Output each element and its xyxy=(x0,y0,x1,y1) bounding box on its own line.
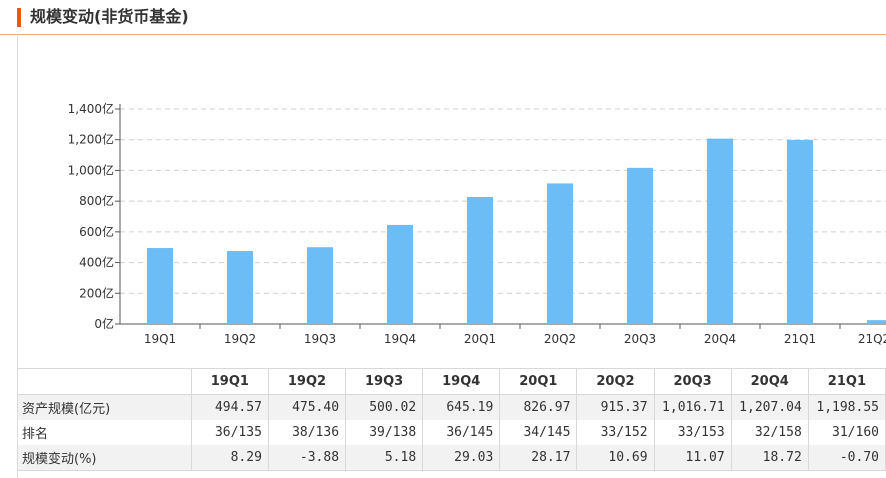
x-tick-label-21Q2: 21Q2 xyxy=(858,332,886,346)
bar-19Q1 xyxy=(147,248,173,324)
section-header: 规模变动(非货币基金) xyxy=(0,0,886,35)
table-cell: 1,198.55 xyxy=(808,395,885,421)
table-cell: 31/160 xyxy=(808,420,885,445)
x-tick-label-19Q3: 19Q3 xyxy=(304,332,336,346)
y-tick-label: 0亿 xyxy=(94,316,114,331)
table-header-cell: 21Q1 xyxy=(808,369,885,395)
table-cell: 915.37 xyxy=(577,395,654,421)
table-cell: 33/153 xyxy=(654,420,731,445)
table-header-cell: 20Q1 xyxy=(500,369,577,395)
table-cell: 645.19 xyxy=(423,395,500,421)
x-tick-label-19Q2: 19Q2 xyxy=(224,332,256,346)
bar-20Q1 xyxy=(467,197,493,324)
table-cell: 1,016.71 xyxy=(654,395,731,421)
table-row: 排名 36/135 38/136 39/138 36/145 34/145 33/152 33… xyxy=(18,420,886,445)
table-cell: -0.70 xyxy=(808,445,885,471)
table-header-cell: 19Q1 xyxy=(191,369,268,395)
table-header-row: 19Q1 19Q2 19Q3 19Q4 20Q1 20Q2 20Q3 20Q4 21Q1 xyxy=(18,369,886,395)
x-tick-label-19Q4: 19Q4 xyxy=(384,332,416,346)
table-header-cell: 19Q3 xyxy=(346,369,423,395)
bar-20Q4 xyxy=(707,139,733,324)
bar-21Q1 xyxy=(787,140,813,324)
y-tick-label: 200亿 xyxy=(79,285,114,300)
table-cell: 38/136 xyxy=(268,420,345,445)
table-cell: 33/152 xyxy=(577,420,654,445)
bar-19Q4 xyxy=(387,225,413,324)
x-tick-label-20Q3: 20Q3 xyxy=(624,332,656,346)
header-accent-bar xyxy=(17,8,21,27)
bar-20Q2 xyxy=(547,183,573,324)
table-header-cell: 19Q4 xyxy=(423,369,500,395)
x-tick-label-20Q2: 20Q2 xyxy=(544,332,576,346)
table-cell: 8.29 xyxy=(191,445,268,471)
table-cell: 36/135 xyxy=(191,420,268,445)
y-tick-label: 400亿 xyxy=(79,255,114,270)
y-tick-label: 1,000亿 xyxy=(68,162,114,177)
y-tick-label: 1,200亿 xyxy=(68,132,114,147)
table-cell: 494.57 xyxy=(191,395,268,421)
x-tick-label-21Q1: 21Q1 xyxy=(784,332,816,346)
table-cell: 34/145 xyxy=(500,420,577,445)
table-cell: -3.88 xyxy=(268,445,345,471)
bar-20Q3 xyxy=(627,168,653,324)
table-cell: 29.03 xyxy=(423,445,500,471)
table-header-corner xyxy=(18,369,191,395)
bar-19Q2 xyxy=(227,251,253,324)
table-cell: 475.40 xyxy=(268,395,345,421)
table-header-cell: 20Q2 xyxy=(577,369,654,395)
y-tick-label: 1,400亿 xyxy=(68,101,114,116)
bar-21Q2 xyxy=(867,320,886,324)
table-cell: 36/145 xyxy=(423,420,500,445)
x-tick-label-19Q1: 19Q1 xyxy=(144,332,176,346)
table-header-cell: 20Q4 xyxy=(731,369,808,395)
table-header-cell: 19Q2 xyxy=(268,369,345,395)
table-cell: 32/158 xyxy=(731,420,808,445)
row-label: 规模变动(%) xyxy=(18,445,191,471)
table-cell: 5.18 xyxy=(346,445,423,471)
table-cell: 500.02 xyxy=(346,395,423,421)
table-row: 资产规模(亿元) 494.57 475.40 500.02 645.19 826.97 91… xyxy=(18,395,886,421)
row-label: 排名 xyxy=(18,420,191,445)
table-row: 规模变动(%) 8.29 -3.88 5.18 29.03 28.17 10.69 11.07… xyxy=(18,445,886,471)
table-cell: 28.17 xyxy=(500,445,577,471)
data-table: 19Q1 19Q2 19Q3 19Q4 20Q1 20Q2 20Q3 20Q4 21Q1 资产规… xyxy=(18,368,886,471)
table-cell: 39/138 xyxy=(346,420,423,445)
y-tick-label: 600亿 xyxy=(79,224,114,239)
table-cell: 10.69 xyxy=(577,445,654,471)
y-tick-label: 800亿 xyxy=(79,193,114,208)
scale-bar-chart: 0亿 200亿 400亿 600亿 800亿 1,000亿 1,200亿 1,400亿 19Q1… xyxy=(0,34,886,364)
row-label: 资产规模(亿元) xyxy=(18,395,191,421)
table-header-cell: 20Q3 xyxy=(654,369,731,395)
section-title: 规模变动(非货币基金) xyxy=(30,5,189,29)
bar-19Q3 xyxy=(307,247,333,324)
x-tick-label-20Q1: 20Q1 xyxy=(464,332,496,346)
table-cell: 11.07 xyxy=(654,445,731,471)
table-cell: 826.97 xyxy=(500,395,577,421)
x-tick-label-20Q4: 20Q4 xyxy=(704,332,736,346)
table-cell: 1,207.04 xyxy=(731,395,808,421)
table-cell: 18.72 xyxy=(731,445,808,471)
data-table-wrapper: 19Q1 19Q2 19Q3 19Q4 20Q1 20Q2 20Q3 20Q4 21Q1 资产规… xyxy=(18,368,886,471)
